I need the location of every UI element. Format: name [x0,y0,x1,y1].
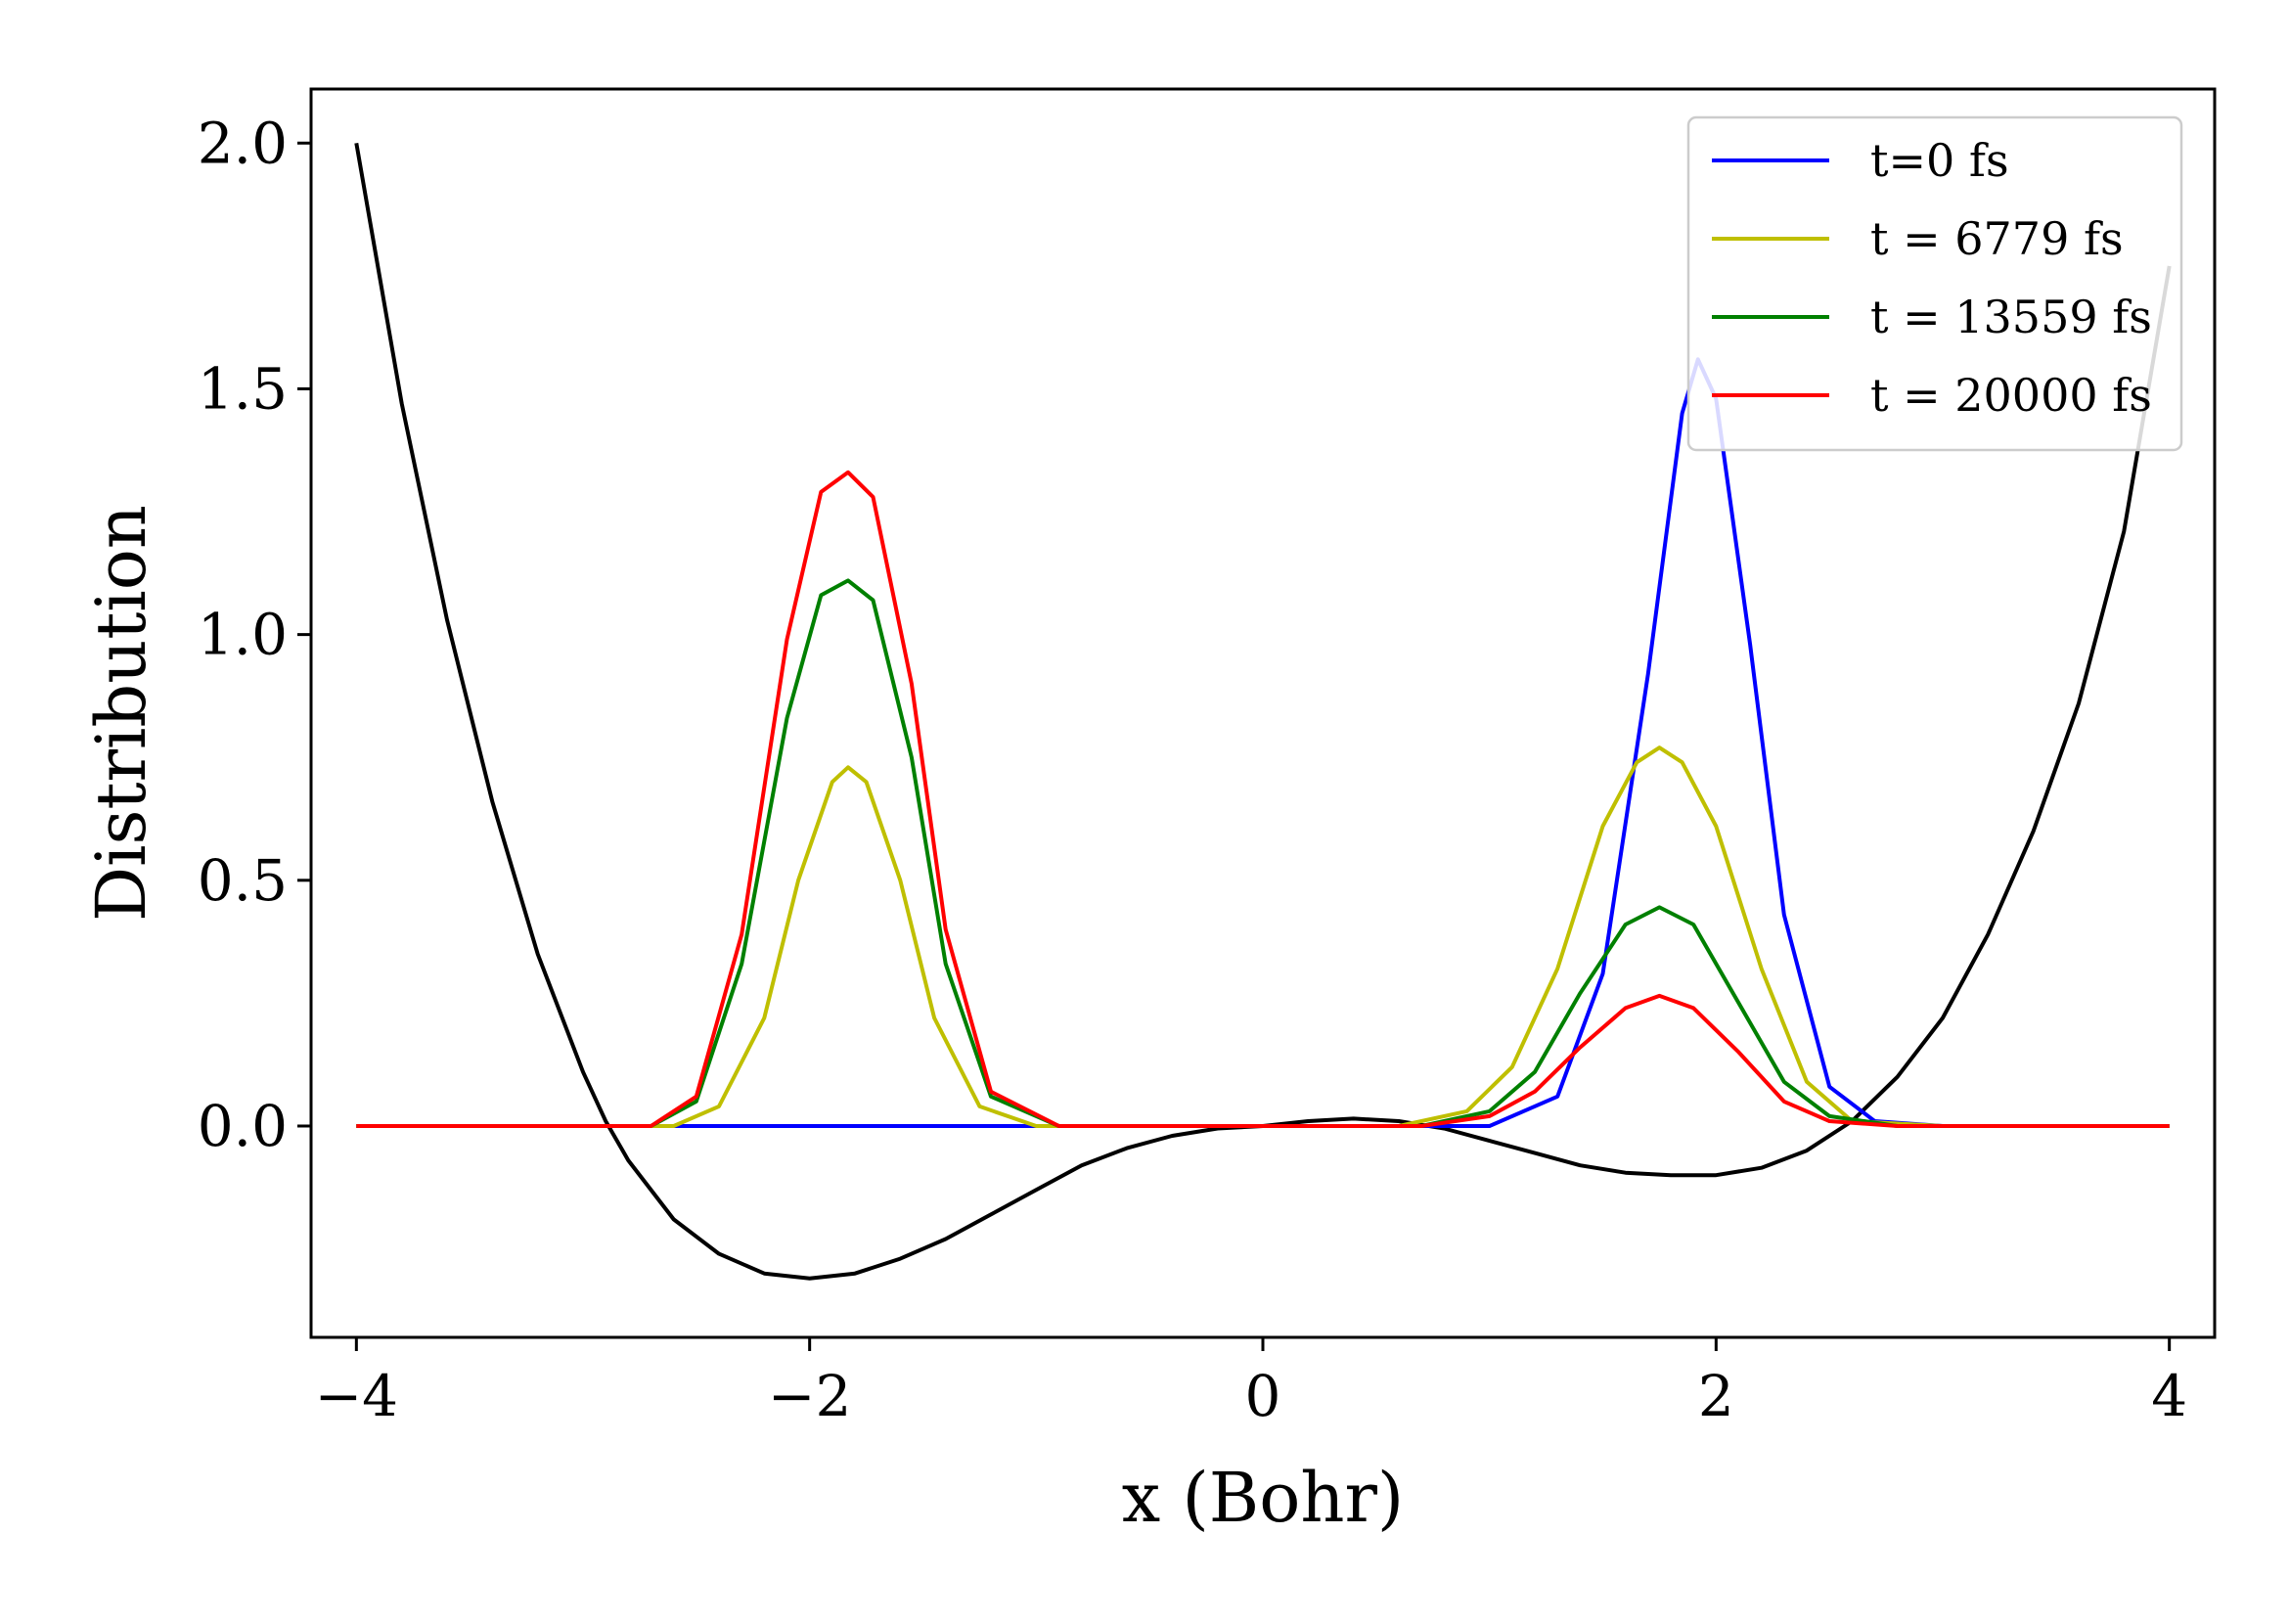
y-tick-label: 0.0 [198,1093,288,1159]
y-tick-label: 0.5 [198,847,288,914]
legend: t=0 fs t = 6779 fs t = 13559 fs t = 20000 f… [1686,115,2183,452]
legend-label: t=0 fs [1870,134,2009,187]
x-tick-label: 0 [1245,1363,1281,1429]
y-axis-title: Distribution [81,505,161,922]
y-tick-label: 2.0 [198,110,288,176]
x-tick-label: 4 [2151,1363,2187,1429]
x-tick-label: −2 [768,1363,852,1429]
legend-label: t = 20000 fs [1870,369,2152,422]
x-axis-title: x (Bohr) [1122,1458,1404,1538]
legend-box [1686,115,2183,452]
legend-label: t = 6779 fs [1870,212,2124,265]
y-axis: 0.0 0.5 1.0 1.5 2.0 [198,110,311,1159]
y-tick-label: 1.0 [198,602,288,668]
x-tick-label: 2 [1698,1363,1734,1429]
x-axis: −4 −2 0 2 4 [315,1337,2187,1429]
legend-label: t = 13559 fs [1870,291,2152,343]
y-tick-label: 1.5 [198,355,288,422]
series-line-t-6779-fs [356,745,2170,1128]
x-tick-label: −4 [315,1363,399,1429]
series-line-t-20000-fs [356,470,2170,1128]
